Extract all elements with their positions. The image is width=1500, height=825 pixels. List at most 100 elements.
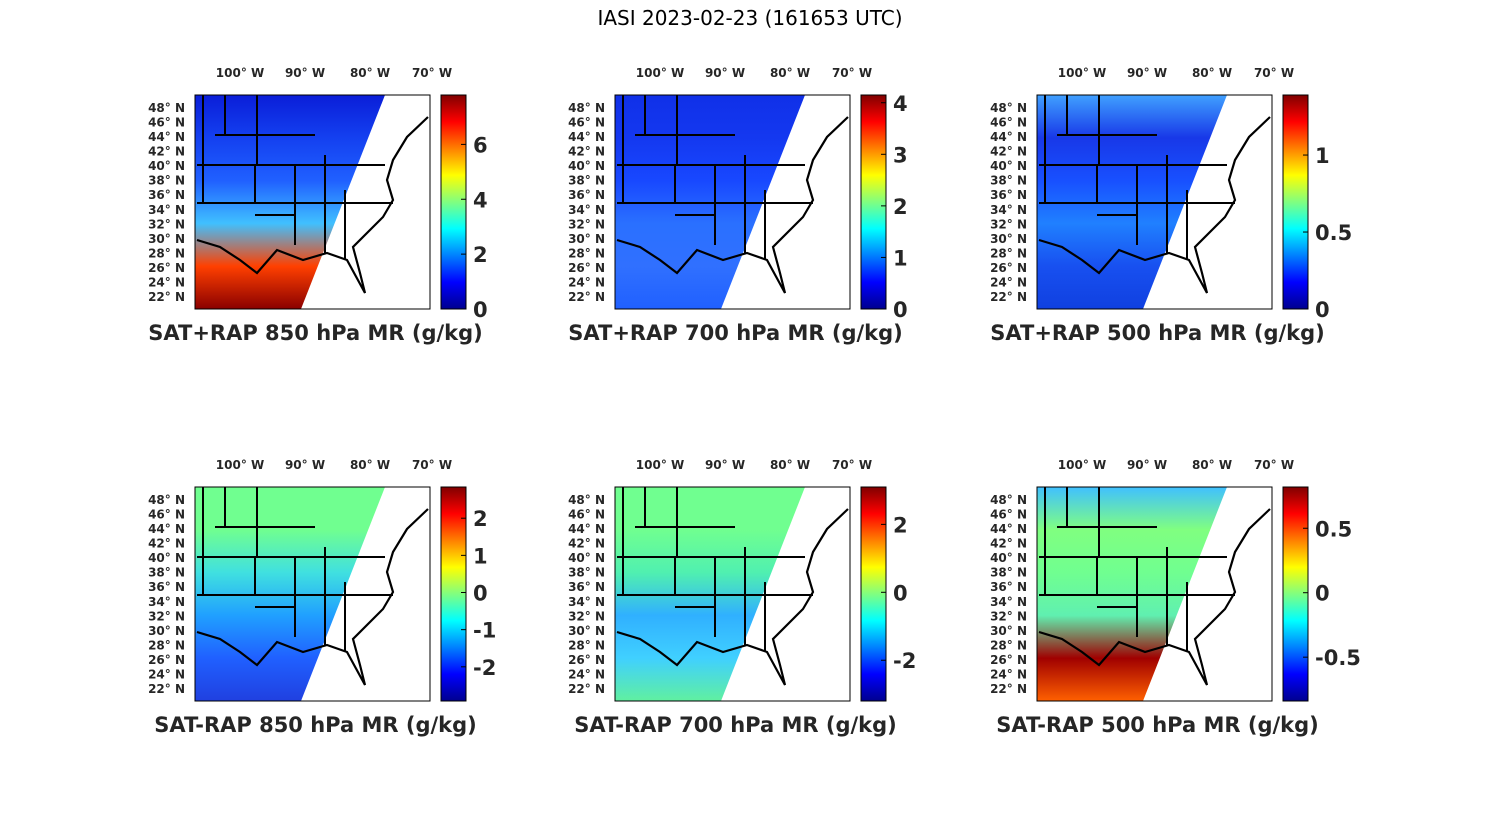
coastline xyxy=(196,116,429,294)
latitude-label: 40° N xyxy=(990,551,1027,565)
latitude-label: 34° N xyxy=(990,203,1027,217)
latitude-label: 44° N xyxy=(148,130,185,144)
panel-title: SAT-RAP 700 hPa MR (g/kg) xyxy=(574,713,897,737)
latitude-label: 26° N xyxy=(568,261,605,275)
map-panel: 100° W 90° W 80° W 70° W 48° N46° N44° N42° … xyxy=(990,66,1352,345)
latitude-label: 36° N xyxy=(148,188,185,202)
longitude-label: 100° W xyxy=(1058,66,1106,80)
latitude-label: 30° N xyxy=(148,232,185,246)
longitude-label: 90° W xyxy=(705,66,745,80)
latitude-label: 34° N xyxy=(148,203,185,217)
latitude-label: 44° N xyxy=(148,522,185,536)
map-frame-border xyxy=(614,486,851,702)
latitude-label: 22° N xyxy=(568,682,605,696)
latitude-label: 46° N xyxy=(990,508,1027,522)
latitude-label: 36° N xyxy=(148,580,185,594)
latitude-label: 40° N xyxy=(568,551,605,565)
latitude-label: 32° N xyxy=(148,609,185,623)
latitude-label: 32° N xyxy=(148,217,185,231)
figure-title: IASI 2023-02-23 (161653 UTC) xyxy=(597,6,903,30)
latitude-label: 42° N xyxy=(568,537,605,551)
longitude-label: 90° W xyxy=(285,458,325,472)
colorbar xyxy=(440,94,467,310)
colorbar-tick-label: 1 xyxy=(473,544,488,568)
latitude-label: 46° N xyxy=(568,508,605,522)
longitude-label: 100° W xyxy=(636,66,684,80)
longitude-label: 80° W xyxy=(770,66,810,80)
latitude-label: 30° N xyxy=(568,624,605,638)
colorbar xyxy=(860,486,887,702)
latitude-label: 38° N xyxy=(990,566,1027,580)
latitude-label: 44° N xyxy=(568,522,605,536)
colorbar xyxy=(1282,486,1309,702)
map-panel: 100° W 90° W 80° W 70° W 48° N46° N44° N42° … xyxy=(990,458,1361,737)
latitude-label: 24° N xyxy=(568,667,605,681)
latitude-label: 36° N xyxy=(990,188,1027,202)
map-panel: 100° W 90° W 80° W 70° W 48° N46° N44° N42° … xyxy=(568,458,916,737)
map-frame-border xyxy=(1036,486,1273,702)
colorbar-tick-label: -0.5 xyxy=(1315,646,1361,670)
latitude-label: 32° N xyxy=(990,609,1027,623)
latitude-label: 22° N xyxy=(148,290,185,304)
panel-title: SAT+RAP 850 hPa MR (g/kg) xyxy=(148,321,482,345)
longitude-label: 70° W xyxy=(412,66,452,80)
latitude-label: 30° N xyxy=(990,232,1027,246)
map-panel: 100° W 90° W 80° W 70° W 48° N46° N44° N42° … xyxy=(148,458,496,737)
latitude-label: 26° N xyxy=(990,653,1027,667)
latitude-label: 48° N xyxy=(990,101,1027,115)
colorbar xyxy=(1282,94,1309,310)
latitude-label: 38° N xyxy=(568,174,605,188)
map-frame-border xyxy=(194,486,431,702)
coastline xyxy=(616,508,849,686)
latitude-label: 44° N xyxy=(990,130,1027,144)
panel-title: SAT-RAP 500 hPa MR (g/kg) xyxy=(996,713,1319,737)
colorbar-tick-label: 0 xyxy=(893,298,908,322)
latitude-label: 24° N xyxy=(990,667,1027,681)
longitude-label: 90° W xyxy=(1127,66,1167,80)
longitude-label: 90° W xyxy=(1127,458,1167,472)
map-panel: 100° W 90° W 80° W 70° W 48° N46° N44° N42° … xyxy=(148,66,488,345)
latitude-label: 36° N xyxy=(568,580,605,594)
longitude-label: 80° W xyxy=(350,458,390,472)
colorbar-tick-label: 2 xyxy=(893,513,908,537)
latitude-label: 40° N xyxy=(148,551,185,565)
latitude-label: 42° N xyxy=(148,145,185,159)
colorbar xyxy=(860,94,887,310)
latitude-label: 42° N xyxy=(990,145,1027,159)
latitude-label: 28° N xyxy=(568,246,605,260)
map-frame-border xyxy=(194,94,431,310)
latitude-label: 22° N xyxy=(568,290,605,304)
colorbar-tick-label: 0 xyxy=(473,582,488,606)
latitude-label: 26° N xyxy=(990,261,1027,275)
latitude-label: 26° N xyxy=(148,261,185,275)
longitude-label: 90° W xyxy=(285,66,325,80)
latitude-label: 30° N xyxy=(568,232,605,246)
latitude-label: 24° N xyxy=(148,667,185,681)
latitude-label: 28° N xyxy=(990,638,1027,652)
longitude-label: 70° W xyxy=(832,458,872,472)
colorbar-tick-label: 0 xyxy=(1315,582,1330,606)
longitude-label: 100° W xyxy=(636,458,684,472)
latitude-label: 34° N xyxy=(568,203,605,217)
coastline xyxy=(616,116,849,294)
longitude-label: 80° W xyxy=(1192,458,1232,472)
latitude-label: 48° N xyxy=(990,493,1027,507)
latitude-label: 26° N xyxy=(568,653,605,667)
colorbar-tick-label: 2 xyxy=(473,243,488,267)
latitude-label: 46° N xyxy=(990,116,1027,130)
coastline xyxy=(1038,116,1271,294)
colorbar-tick-label: 1 xyxy=(1315,144,1330,168)
map-frame-border xyxy=(1036,94,1273,310)
latitude-label: 42° N xyxy=(148,537,185,551)
latitude-label: 48° N xyxy=(568,493,605,507)
latitude-label: 46° N xyxy=(148,508,185,522)
latitude-label: 28° N xyxy=(148,246,185,260)
longitude-label: 90° W xyxy=(705,458,745,472)
longitude-label: 70° W xyxy=(832,66,872,80)
latitude-label: 42° N xyxy=(990,537,1027,551)
colorbar-tick-label: 4 xyxy=(893,92,908,116)
latitude-label: 32° N xyxy=(568,609,605,623)
colorbar-tick-label: 1 xyxy=(893,246,908,270)
colorbar-tick-label: 0 xyxy=(1315,298,1330,322)
latitude-label: 26° N xyxy=(148,653,185,667)
